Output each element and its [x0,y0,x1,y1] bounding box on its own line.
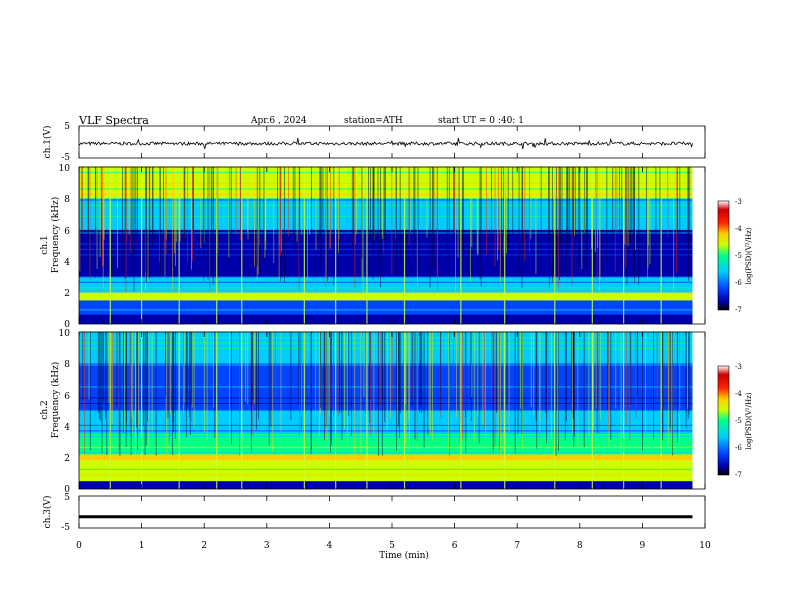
ch2-colorbar: -3 -4 -5 -6 -7 log(PSD)(V²/Hz) [717,363,753,479]
ch2-cb-tick-4: -4 [735,390,742,398]
ch2-ytick-0: 0 [64,485,70,495]
x-tick-label: 9 [640,541,646,551]
x-tick-label: 10 [699,541,711,551]
x-tick-label: 7 [514,541,520,551]
ch1-colorbar-bar [717,200,730,311]
ch1-colorbar: -3 -4 -5 -6 -7 log(PSD)(V²/Hz) [717,198,753,314]
ch1-ytick-bottom: -5 [61,153,70,163]
ch1-channel-label: ch.1 [40,235,50,254]
time-axis: 0 1 2 3 4 5 6 7 8 9 10 [76,126,711,551]
ch1-ytick-2: 2 [64,289,70,299]
spectral-band [79,276,693,293]
ch2-ytick-6: 6 [64,392,70,402]
ch1-ytick-10: 10 [59,164,71,174]
ch1-cb-tick-6: -6 [735,279,742,287]
panel-ch3-waveform: 5 -5 ch.3(V) [42,493,706,533]
spectral-band [79,292,693,301]
ch3-waveform-ylabel: ch.3(V) [42,496,53,529]
panel-ch2-spectrogram: 10 8 6 4 2 0 ch.2 Frequency (kHz) -3 -4 … [40,329,753,495]
x-tick-label: 3 [264,541,270,551]
ch1-colorbar-label: log(PSD)(V²/Hz) [745,227,753,284]
spectral-band [79,410,693,435]
ch1-cb-tick-7: -7 [735,306,742,314]
ch2-colorbar-bar [717,365,730,476]
ch1-cb-tick-5: -5 [735,252,742,260]
ch1-spectrogram-image [78,166,693,324]
ch2-ytick-8: 8 [64,360,70,370]
panel-ch1-waveform: 5 -5 ch.1(V) [42,122,706,163]
ch2-cb-tick-7: -7 [735,471,742,479]
spectral-band [79,454,693,461]
spectral-band [79,460,693,482]
panel-ch1-spectrogram: 10 8 6 4 2 0 ch.1 Frequency (kHz) -3 -4 … [40,164,753,330]
spectral-band [79,314,693,324]
ch1-cb-tick-4: -4 [735,225,742,233]
ch2-cb-tick-5: -5 [735,417,742,425]
spectral-band [79,434,693,455]
time-axis-label: Time (min) [379,550,429,561]
x-tick-label: 1 [139,541,145,551]
ch2-frequency-ylabel: Frequency (kHz) [50,362,61,439]
date-label: Apr.6 , 2024 [250,116,307,126]
ch1-ytick-8: 8 [64,195,70,205]
x-tick-label: 6 [452,541,458,551]
ch2-channel-label: ch.2 [40,400,50,419]
spectral-band [79,300,693,315]
ch1-ytick-top: 5 [64,122,70,132]
x-tick-label: 2 [201,541,207,551]
x-tick-label: 8 [577,541,583,551]
spectral-band [79,481,693,489]
ch1-ytick-6: 6 [64,227,70,237]
x-tick-label: 5 [389,541,395,551]
station-label: station=ATH [344,116,403,126]
figure-title: VLF Spectra [78,114,149,127]
ch2-colorbar-label: log(PSD)(V²/Hz) [745,392,753,449]
ch2-ytick-2: 2 [64,454,70,464]
ch1-ytick-0: 0 [64,320,70,330]
x-tick-label: 0 [76,541,82,551]
ch1-ytick-4: 4 [64,258,70,268]
ch1-frequency-ylabel: Frequency (kHz) [50,197,61,274]
ch3-waveform-frame [78,495,706,529]
ch1-waveform-ylabel: ch.1(V) [42,126,53,159]
ch3-ytick-top: 5 [64,493,70,503]
x-tick-label: 4 [327,541,333,551]
ch2-ytick-4: 4 [64,423,70,433]
ch2-cb-tick-6: -6 [735,444,742,452]
ch2-cb-tick-3: -3 [735,363,742,371]
ch1-waveform-line [78,137,693,150]
ch2-spectrogram-image [79,331,693,489]
ch1-cb-tick-3: -3 [735,198,742,206]
start-time-label: start UT = 0 :40: 1 [438,116,524,126]
ch3-ytick-bottom: -5 [61,523,70,533]
ch2-ytick-10: 10 [59,329,71,339]
